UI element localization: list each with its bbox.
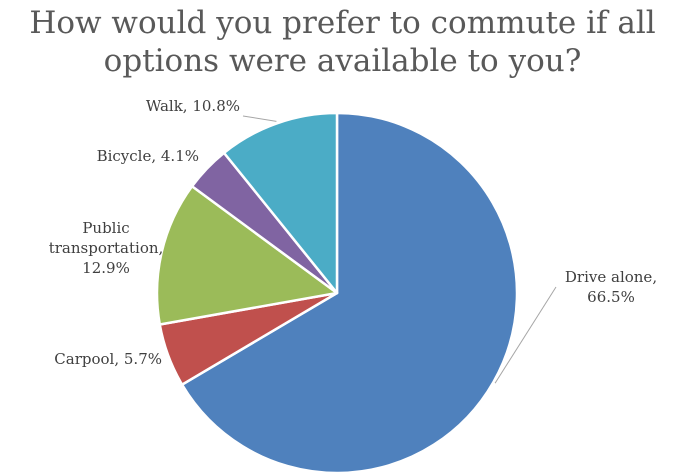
data-label-line: 12.9%: [82, 259, 130, 277]
data-label-line: Walk, 10.8%: [146, 97, 240, 115]
chart-title-line-1: How would you prefer to commute if all: [29, 5, 656, 41]
pie-slice-drive-alone: [180, 111, 519, 475]
data-label-bicycle: Bicycle, 4.1%: [97, 147, 199, 165]
pie-slice-walk: [222, 111, 339, 295]
data-label-public-transportation: Public transportation, 12.9%: [49, 219, 164, 277]
data-label-line: Carpool, 5.7%: [54, 350, 162, 368]
pie-slice-public-transportation: [155, 185, 339, 326]
data-label-drive-alone: Drive alone, 66.5%: [565, 268, 657, 306]
chart-title-line-2: options were available to you?: [103, 43, 582, 79]
data-label-line: Public: [82, 219, 129, 237]
data-label-carpool: Carpool, 5.7%: [54, 350, 162, 368]
data-label-line: transportation,: [49, 239, 164, 257]
chart-title: How would you prefer to commute if all o…: [0, 4, 685, 80]
data-label-line: Bicycle, 4.1%: [97, 147, 199, 165]
data-label-walk: Walk, 10.8%: [146, 97, 240, 115]
data-label-line: Drive alone,: [565, 268, 657, 286]
leader-line-drive-alone: [494, 286, 557, 384]
leader-line-walk: [242, 115, 277, 122]
data-label-line: 66.5%: [587, 288, 635, 306]
